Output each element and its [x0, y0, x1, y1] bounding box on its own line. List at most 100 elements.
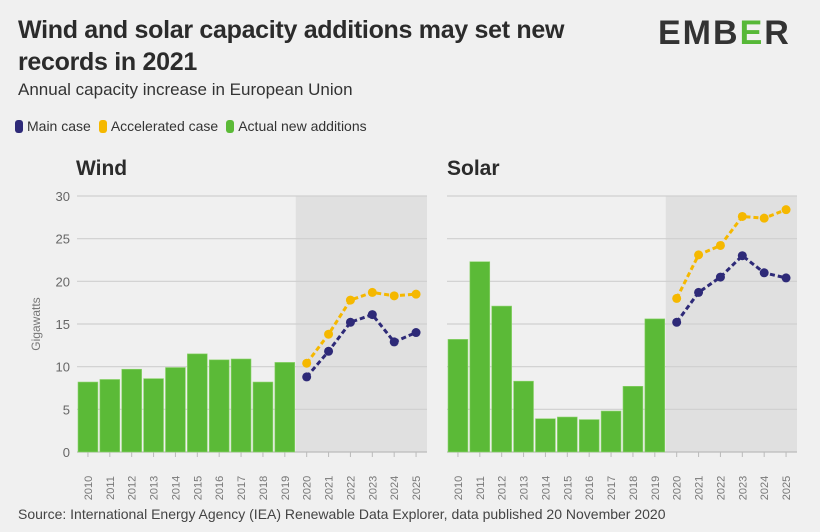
ember-logo: EMBER: [658, 14, 791, 53]
x-tick-label: 2011: [105, 476, 117, 500]
x-tick-label: 2018: [628, 476, 640, 500]
x-tick-label: 2010: [83, 476, 95, 500]
x-tick-label: 2017: [236, 476, 248, 500]
x-tick-label: 2017: [606, 476, 618, 500]
x-tick-label: 2022: [345, 476, 357, 500]
x-tick-label: 2021: [324, 476, 336, 500]
bar: [491, 305, 512, 453]
bar: [622, 385, 644, 453]
legend-label: Accelerated case: [110, 118, 219, 134]
x-tick-label: 2024: [759, 476, 771, 500]
y-tick-label: 5: [63, 402, 70, 417]
data-point: [345, 317, 355, 327]
x-tick-label: 2025: [411, 476, 423, 500]
legend-item-main-case[interactable]: Main case: [15, 118, 91, 134]
bar: [252, 381, 274, 453]
x-tick-label: 2012: [127, 476, 139, 500]
data-point: [694, 287, 704, 297]
x-tick-label: 2015: [562, 476, 574, 500]
panel-title: Solar: [447, 157, 500, 180]
x-tick-label: 2015: [192, 476, 204, 500]
bar: [513, 380, 534, 453]
panel-solar: Solar 2010 2011 2012 2013 2014 2015 2016 2017 201…: [447, 157, 797, 500]
y-axis-label: Gigawatts: [29, 297, 43, 350]
x-tick-label: 2016: [584, 476, 596, 500]
x-tick-label: 2023: [367, 476, 379, 500]
data-point: [324, 346, 334, 356]
bar: [578, 419, 600, 453]
bar: [143, 378, 164, 453]
x-tick-label: 2013: [149, 476, 161, 500]
x-tick-label: 2012: [497, 476, 509, 500]
logo-text-pre: EMB: [658, 14, 740, 52]
x-tick-label: 2020: [302, 476, 314, 500]
y-tick-label: 15: [56, 317, 70, 332]
bar: [77, 381, 99, 453]
y-tick-label: 10: [56, 360, 70, 375]
legend-swatch-main: [15, 119, 23, 133]
data-point: [759, 213, 769, 223]
legend-item-accelerated-case[interactable]: Accelerated case: [98, 118, 219, 134]
data-point: [345, 295, 355, 305]
series-line-accelerated-case: [675, 208, 787, 300]
legend-item-actual[interactable]: Actual new additions: [226, 118, 367, 134]
bar: [187, 353, 208, 453]
bar: [535, 418, 556, 453]
chart-subtitle: Annual capacity increase in European Uni…: [18, 80, 353, 99]
logo-text-e: E: [739, 14, 765, 52]
legend-swatch-accelerated: [98, 119, 107, 133]
y-tick-label: 20: [56, 274, 70, 289]
data-point: [324, 329, 334, 339]
legend: Main case Accelerated case Actual new ad…: [15, 118, 367, 134]
x-tick-label: 2013: [519, 476, 531, 500]
data-point: [389, 337, 399, 347]
x-tick-label: 2016: [214, 476, 226, 500]
x-tick-label: 2022: [715, 476, 727, 500]
y-tick-label: 25: [56, 232, 70, 247]
data-point: [737, 251, 747, 261]
x-tick-label: 2011: [475, 476, 487, 500]
data-point: [302, 358, 312, 368]
data-point: [781, 273, 791, 283]
data-point: [759, 268, 769, 278]
legend-label: Actual new additions: [238, 118, 367, 134]
x-tick-label: 2014: [540, 476, 552, 500]
data-point: [411, 328, 421, 338]
panel-title: Wind: [76, 157, 127, 180]
data-point: [411, 289, 421, 299]
data-point: [715, 272, 725, 282]
bar: [644, 318, 666, 453]
bar: [208, 359, 230, 453]
x-tick-label: 2024: [389, 476, 401, 500]
data-point: [367, 287, 377, 297]
x-tick-label: 2019: [280, 476, 292, 500]
data-point: [781, 205, 791, 215]
data-point: [302, 372, 312, 382]
data-point: [672, 317, 682, 327]
x-tick-label: 2025: [781, 476, 793, 500]
data-point: [694, 250, 704, 260]
bar: [469, 261, 491, 453]
data-point: [672, 293, 682, 303]
x-tick-label: 2014: [170, 476, 182, 500]
data-point: [367, 310, 377, 320]
data-point: [389, 291, 399, 301]
x-tick-label: 2018: [258, 476, 270, 500]
series-line-accelerated-case: [305, 290, 417, 365]
x-tick-label: 2023: [737, 476, 749, 500]
bar: [600, 410, 622, 453]
x-tick-label: 2021: [694, 476, 706, 500]
x-tick-label: 2020: [672, 476, 684, 500]
bar: [274, 362, 296, 453]
y-tick-label: 0: [63, 445, 70, 460]
bar: [557, 416, 578, 453]
data-point: [715, 240, 725, 250]
logo-text-post: R: [764, 14, 791, 52]
bar: [121, 368, 142, 453]
source-note: Source: International Energy Agency (IEA…: [18, 506, 666, 522]
chart-title: Wind and solar capacity additions may se…: [18, 16, 565, 76]
y-tick-label: 30: [56, 189, 70, 204]
legend-swatch-actual: [226, 119, 235, 133]
